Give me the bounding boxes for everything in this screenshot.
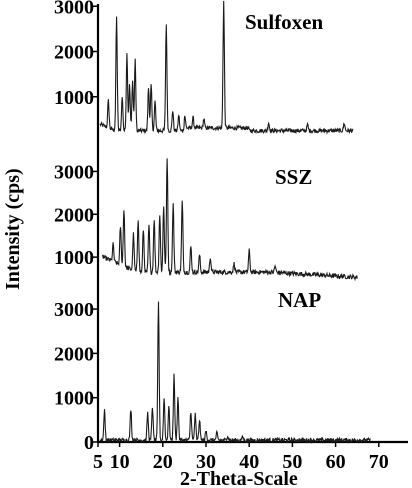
y-tick-label: 3000 bbox=[54, 0, 94, 18]
x-tick-label: 70 bbox=[369, 451, 389, 473]
series-label-sulfoxen: Sulfoxen bbox=[245, 10, 324, 34]
x-tick-label: 30 bbox=[196, 451, 216, 473]
y-tick-label: 0 bbox=[84, 432, 94, 454]
traces bbox=[99, 0, 371, 445]
x-axis-title: 2-Theta-Scale bbox=[180, 468, 298, 488]
y-tick-label: 1000 bbox=[54, 247, 94, 269]
y-tick-label: 3000 bbox=[54, 161, 94, 183]
x-tick-label: 10 bbox=[110, 451, 130, 473]
series-label-ssz: SSZ bbox=[275, 165, 312, 189]
series-label-nap: NAP bbox=[278, 288, 321, 312]
y-tick-label: 3000 bbox=[54, 299, 94, 321]
series-trace-nap bbox=[99, 301, 371, 445]
y-tick-label: 1000 bbox=[54, 87, 94, 109]
y-axis-title: Intensity (cps) bbox=[2, 168, 24, 290]
x-tick-label: 20 bbox=[153, 451, 173, 473]
x-tick-label: 60 bbox=[326, 451, 346, 473]
x-tick-label: 50 bbox=[282, 451, 302, 473]
x-tick-label: 5 bbox=[93, 451, 103, 473]
x-ticks: 5 10 20 30 40 50 60 70 bbox=[93, 442, 389, 473]
x-tick-label: 40 bbox=[239, 451, 259, 473]
y-tick-label: 1000 bbox=[54, 388, 94, 410]
y-tick-label: 2000 bbox=[54, 42, 94, 64]
y-tick-label: 2000 bbox=[54, 204, 94, 226]
series-trace-sulfoxen bbox=[99, 0, 354, 135]
y-ticks: 1000 2000 3000 1000 2000 3000 0 1000 2000 3000 bbox=[54, 0, 98, 454]
y-tick-label: 2000 bbox=[54, 343, 94, 365]
series-trace-ssz bbox=[101, 158, 358, 282]
